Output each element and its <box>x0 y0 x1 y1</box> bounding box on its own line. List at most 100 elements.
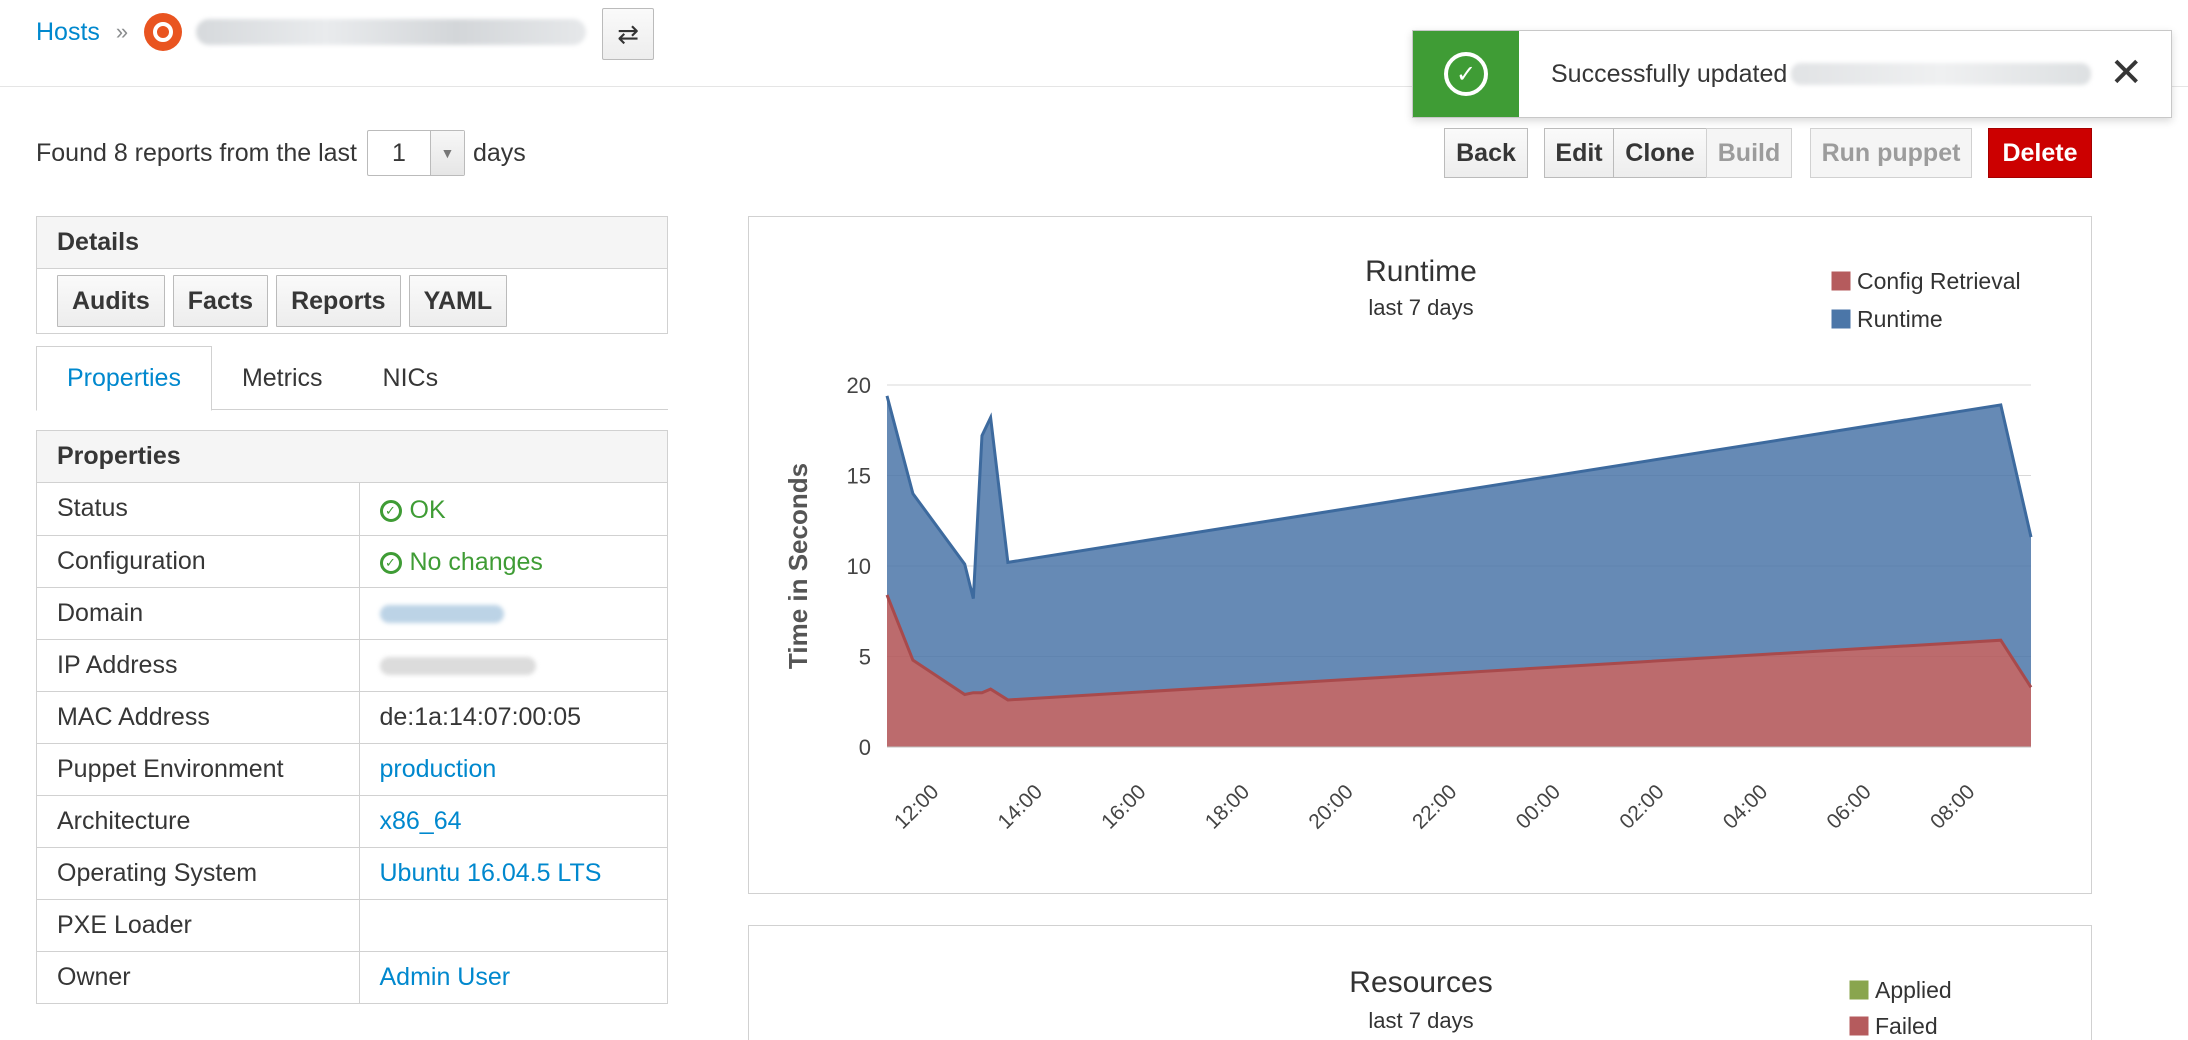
tab-properties[interactable]: Properties <box>36 346 212 411</box>
y-tick-label: 5 <box>859 645 871 670</box>
breadcrumb-hosts-link[interactable]: Hosts <box>36 17 100 46</box>
table-row: Owner Admin User <box>37 950 667 1003</box>
legend-label: Failed <box>1875 1013 1938 1039</box>
chart-subtitle: last 7 days <box>1368 295 1473 320</box>
legend-swatch <box>1848 1015 1870 1037</box>
close-icon[interactable]: ✕ <box>2109 51 2143 95</box>
breadcrumb-separator: » <box>115 19 129 44</box>
table-row: PXE Loader <box>37 898 667 951</box>
tab-nics[interactable]: NICs <box>382 363 439 392</box>
report-finder: Found 8 reports from the last 1 ▼ days <box>36 130 526 176</box>
chart-title: Resources <box>1349 966 1492 999</box>
resources-chart-panel: Resources last 7 days Applied Failed <box>748 925 2092 1040</box>
table-row: MAC Address de:1a:14:07:00:05 <box>37 690 667 743</box>
y-tick-label: 10 <box>847 554 871 579</box>
table-row: Operating System Ubuntu 16.04.5 LTS <box>37 846 667 899</box>
table-row: Configuration ✓ No changes <box>37 534 667 587</box>
host-switcher-button[interactable]: ⇄ <box>602 8 654 60</box>
properties-title: Properties <box>37 431 667 483</box>
days-select[interactable]: 1 ▼ <box>366 130 465 176</box>
property-key: IP Address <box>37 638 360 691</box>
table-row: Puppet Environment production <box>37 742 667 795</box>
days-select-value: 1 <box>392 138 406 167</box>
chart-subtitle: last 7 days <box>1368 1008 1473 1033</box>
host-name-redacted <box>196 19 587 45</box>
legend-swatch <box>1830 270 1852 292</box>
runtime-area <box>887 395 2031 700</box>
audits-button[interactable]: Audits <box>57 275 165 327</box>
property-value: production <box>359 742 667 795</box>
x-tick-label: 08:00 <box>1926 780 1979 833</box>
details-buttons: Audits Facts Reports YAML <box>37 269 667 327</box>
x-tick-label: 22:00 <box>1408 780 1461 833</box>
properties-table: Status ✓ OK Configuration ✓ No changes Dom… <box>37 483 667 1003</box>
operating-system-link[interactable]: Ubuntu 16.04.5 LTS <box>379 858 602 887</box>
x-tick-label: 20:00 <box>1304 780 1357 833</box>
header-divider <box>0 86 2188 87</box>
configuration-value: No changes <box>409 548 543 577</box>
x-tick-label: 14:00 <box>994 780 1047 833</box>
breadcrumb: Hosts » <box>36 12 587 52</box>
property-key: PXE Loader <box>37 898 360 951</box>
x-tick-label: 12:00 <box>890 780 943 833</box>
yaml-button[interactable]: YAML <box>408 275 508 327</box>
check-circle-icon: ✓ <box>379 551 402 574</box>
success-toast: ✓ Successfully updated ✕ <box>1412 30 2172 118</box>
table-row: Architecture x86_64 <box>37 794 667 847</box>
y-axis-label: Time in Seconds <box>783 463 813 669</box>
build-button[interactable]: Build <box>1706 128 1792 178</box>
toast-status-block: ✓ <box>1413 31 1519 117</box>
delete-button[interactable]: Delete <box>1988 128 2092 178</box>
property-value <box>359 638 667 691</box>
x-tick-label: 04:00 <box>1719 780 1772 833</box>
x-tick-label: 06:00 <box>1822 780 1875 833</box>
legend-swatch <box>1848 979 1870 1001</box>
property-value: x86_64 <box>359 794 667 847</box>
property-key: Domain <box>37 586 360 639</box>
table-row: IP Address <box>37 638 667 691</box>
facts-button[interactable]: Facts <box>172 275 269 327</box>
report-finder-suffix: days <box>472 138 526 167</box>
details-panel: Details Audits Facts Reports YAML <box>36 216 668 334</box>
property-key: Configuration <box>37 534 360 587</box>
report-finder-prefix: Found 8 reports from the last <box>36 138 357 167</box>
table-row: Status ✓ OK <box>37 483 667 535</box>
legend-label: Runtime <box>1857 306 1943 332</box>
config-retrieval-area <box>887 594 2031 747</box>
y-tick-label: 15 <box>847 464 871 489</box>
runtime-chart: Runtime last 7 days Config Retrieval Runtim… <box>783 255 2033 834</box>
legend-label: Applied <box>1875 977 1952 1003</box>
domain-link-redacted[interactable] <box>379 604 504 623</box>
property-key: Status <box>37 483 360 535</box>
edit-button[interactable]: Edit <box>1544 128 1614 178</box>
property-value: ✓ OK <box>359 483 667 535</box>
tab-metrics[interactable]: Metrics <box>241 363 323 392</box>
pxe-loader-value <box>359 898 667 951</box>
y-tick-label: 20 <box>847 373 871 398</box>
chart-title: Runtime <box>1365 255 1477 288</box>
runtime-chart-panel: Runtime last 7 days Config Retrieval Runtim… <box>748 216 2092 894</box>
check-circle-icon: ✓ <box>379 499 402 522</box>
table-row: Domain <box>37 586 667 639</box>
owner-link[interactable]: Admin User <box>379 962 511 991</box>
clone-button[interactable]: Clone <box>1613 128 1707 178</box>
architecture-link[interactable]: x86_64 <box>379 806 462 835</box>
toast-message: Successfully updated <box>1551 60 2092 89</box>
puppet-environment-link[interactable]: production <box>379 754 497 783</box>
property-key: Puppet Environment <box>37 742 360 795</box>
x-tick-label: 18:00 <box>1201 780 1254 833</box>
y-tick-label: 0 <box>859 735 871 760</box>
reports-button[interactable]: Reports <box>276 275 401 327</box>
legend-swatch <box>1830 308 1852 330</box>
property-key: Owner <box>37 950 360 1003</box>
caret-down-icon[interactable]: ▼ <box>429 131 464 175</box>
property-key: Architecture <box>37 794 360 847</box>
status-value: OK <box>409 496 446 524</box>
toast-host-redacted <box>1791 63 2092 85</box>
property-value: Ubuntu 16.04.5 LTS <box>359 846 667 899</box>
back-button[interactable]: Back <box>1444 128 1528 178</box>
ubuntu-logo-icon <box>144 13 183 51</box>
run-puppet-button[interactable]: Run puppet <box>1810 128 1972 178</box>
ip-address-redacted <box>379 656 536 675</box>
config-retrieval-line <box>885 594 2033 702</box>
